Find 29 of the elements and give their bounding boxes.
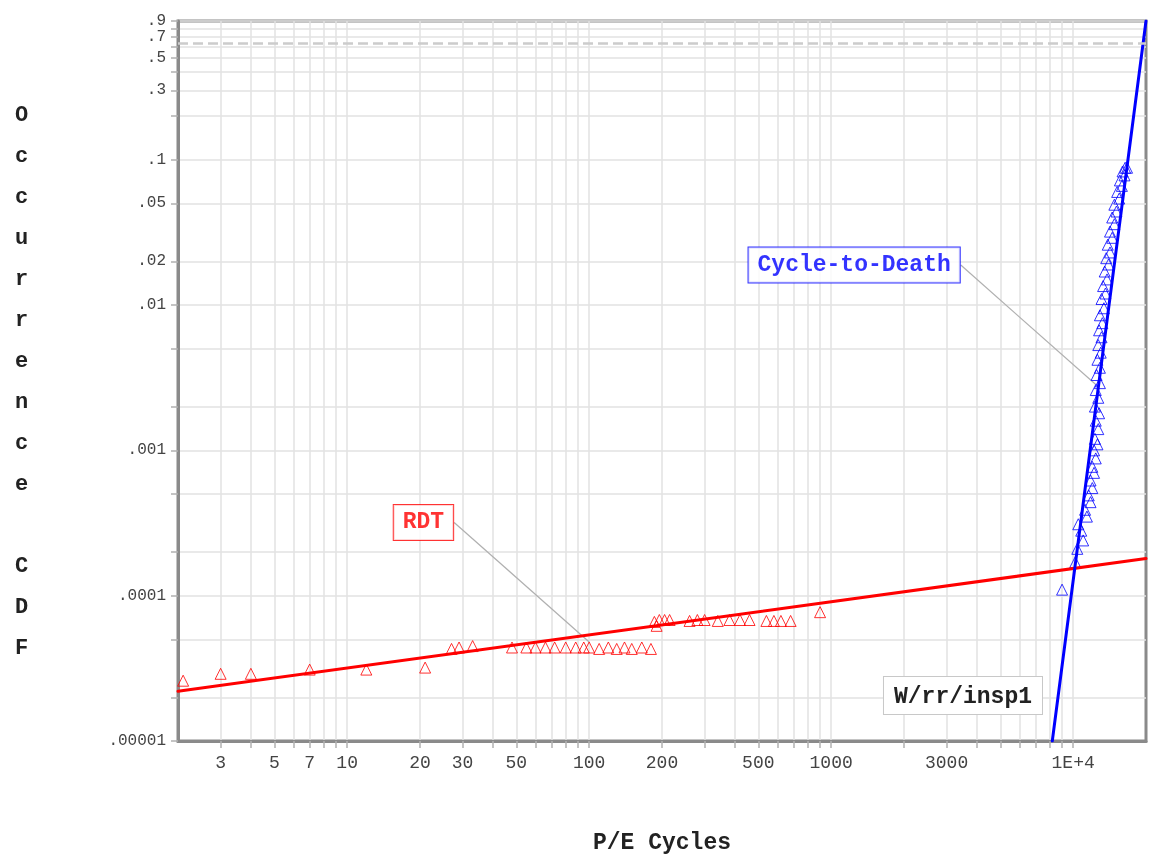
y-axis-title: Occurrence CDF: [9, 103, 34, 677]
x-tick-label: 7: [304, 753, 316, 773]
y-tick-label: .02: [137, 252, 166, 271]
y-tick-label: .3: [146, 81, 166, 100]
x-tick-label: 3000: [925, 753, 969, 773]
y-tick-label: .5: [146, 49, 166, 68]
y-tick-label: .1: [146, 150, 166, 169]
x-tick-label: 3: [215, 753, 227, 773]
text: Cycle-to-Death: [757, 252, 951, 279]
x-tick-label: 1000: [809, 753, 853, 773]
x-axis-title: P/E Cycles: [592, 829, 732, 856]
x-tick-label: 5: [268, 753, 280, 773]
y-tick-label: .01: [137, 296, 166, 315]
x-tick-label: 500: [742, 753, 775, 773]
y-tick-label: .001: [127, 441, 166, 460]
x-tick-label: 100: [572, 753, 606, 773]
text: RDT: [402, 509, 445, 536]
y-tick-label: .00001: [108, 732, 166, 750]
x-tick-label: 10: [336, 753, 358, 773]
x-tick-label: 200: [645, 753, 679, 773]
y-tick-label: .05: [137, 194, 166, 213]
y-tick-label: .9: [146, 12, 166, 30]
y-tick-label: .7: [146, 27, 166, 46]
x-tick-label: 20: [409, 753, 431, 773]
x-tick-label: 50: [505, 753, 528, 773]
y-tick-label: .0001: [117, 586, 166, 605]
annotation: W/rr/insp1: [893, 683, 1033, 710]
x-tick-label: 1E+4: [1051, 753, 1095, 773]
x-tick-label: 30: [451, 753, 474, 773]
